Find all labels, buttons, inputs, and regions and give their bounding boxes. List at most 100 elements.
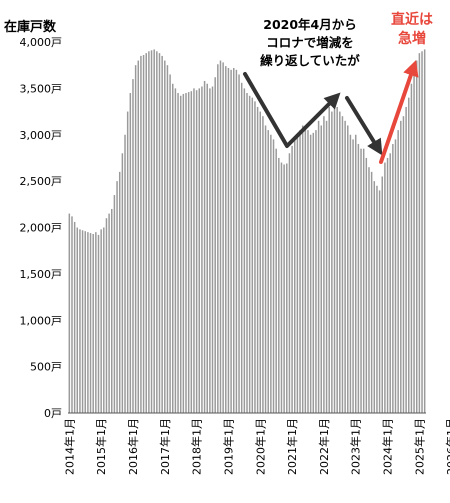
y-tick-label: 2,000戸 [20,222,63,235]
bar [142,54,145,414]
bar [307,130,309,414]
y-tick-label: 1,000戸 [20,314,63,327]
y-tick-label: 500戸 [30,361,62,374]
bar [153,49,155,414]
bar [381,176,383,413]
bar [243,88,246,414]
bar [288,153,291,414]
x-tick-label: 2016年1月 [126,418,140,475]
bar [222,62,224,413]
bar [246,93,248,413]
bar [264,125,267,413]
bar [219,60,222,414]
x-tick-label: 2017年1月 [158,418,172,475]
bar [418,53,421,413]
annotation-arrow-2 [345,96,383,156]
y-tick-label: 1,500戸 [20,268,63,281]
bar [286,163,288,413]
red-annotation-line-1: 直近は [391,11,433,28]
x-tick-label: 2026年1月 [444,418,450,475]
x-tick-label: 2025年1月 [412,418,426,475]
bar [166,65,169,413]
bar [251,97,254,414]
x-tick-label: 2022年1月 [317,418,331,475]
bar [211,86,214,414]
bar [272,139,275,413]
bar [209,88,211,414]
bar [95,232,97,413]
bar [169,74,171,414]
bar [384,162,386,413]
bar [262,116,264,413]
bar [315,130,317,414]
bar [410,83,413,414]
bar [325,120,328,413]
annotation-arrow-1 [243,72,341,148]
bar [103,227,105,413]
bar [225,66,227,414]
bar [198,88,201,414]
y-axis-title: 在庫戸数 [4,19,57,35]
bar [105,218,108,413]
bar [423,49,426,414]
annotation-arrows [243,59,419,164]
bar [347,125,349,413]
bar [370,171,373,413]
bar [113,195,116,413]
bar [413,69,415,413]
bar [217,64,219,413]
bar [193,88,195,414]
bar [352,139,354,413]
bar [201,86,203,414]
y-tick-label: 3,000戸 [20,129,63,142]
annotation-line-1: 2020年4月から [263,17,357,32]
bar [164,60,166,414]
y-tick-label: 0戸 [44,407,62,420]
bar [309,134,312,413]
bar [376,185,378,413]
bar [344,120,346,413]
bar [296,134,299,413]
bar [259,111,262,413]
bar [405,106,407,414]
bar [124,134,126,413]
bar [111,208,113,413]
bar [81,230,84,413]
bar [156,51,158,413]
bar [126,111,129,413]
bar [336,106,338,414]
bar [187,92,190,413]
bar [76,227,79,413]
red-arrow [379,59,419,164]
bar [172,83,174,414]
bar [270,134,272,413]
bar [79,229,81,413]
x-tick-label: 2014年1月 [62,418,76,475]
x-tick-label: 2019年1月 [221,418,235,475]
bar [254,101,256,414]
bar [421,51,423,413]
bar [129,93,132,413]
bar [349,134,352,413]
bar [182,93,185,413]
bar [362,148,365,413]
bar [195,90,198,413]
x-axis-ticks: 2014年1月 2015年1月 2016年1月 2017年1月 2018年1月 2019年… [62,418,450,475]
bar [400,120,402,413]
bar [190,91,193,413]
bar [333,102,336,413]
bar [238,74,240,414]
bar [87,232,89,413]
bar [179,95,182,414]
bar-series [68,49,426,414]
bar [267,130,269,414]
bar [233,67,235,413]
bar [291,145,293,413]
bar [73,221,76,413]
bar [230,69,232,413]
bar [240,82,243,413]
bar [161,55,163,413]
x-tick-label: 2021年1月 [285,418,299,475]
bar [357,144,360,413]
